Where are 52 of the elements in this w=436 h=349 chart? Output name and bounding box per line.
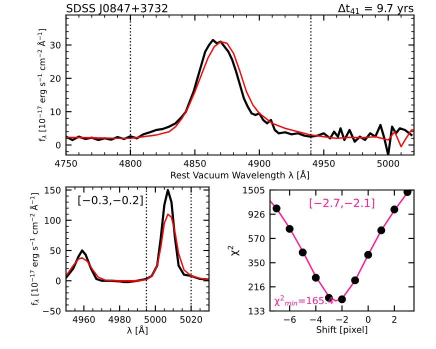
x-tick-label: 5000 — [144, 316, 166, 323]
chart-title: SDSS J0847+3732 — [66, 4, 168, 14]
y-tick-label: 133 — [248, 308, 264, 315]
x-axis-title: Shift [pixel] — [316, 326, 368, 335]
x-axis-title: Rest Vacuum Wavelength λ [Å] — [171, 170, 309, 180]
text: f$_{λ}$ [10$^{−17}$ erg s$^{−1}$ cm$^{−2}$ Å$^{−1}$] — [37, 29, 47, 142]
point — [390, 206, 398, 214]
y-tick-label: 20 — [50, 75, 61, 82]
point — [377, 226, 386, 234]
y-tick-label: 100 — [44, 217, 61, 224]
x-tick-label: 4950 — [312, 160, 335, 167]
x-axis-title: λ [Å] — [127, 325, 148, 335]
x-tick-label: 2 — [392, 316, 396, 323]
x-tick-label: 5020 — [180, 316, 202, 323]
y-tick-label: −50 — [43, 308, 61, 315]
y-tick-label: 570 — [248, 235, 265, 242]
y-tick-label: 0 — [56, 277, 61, 284]
x-tick-label: −2 — [336, 316, 348, 323]
point — [351, 276, 360, 284]
x-tick-label: 4850 — [184, 160, 206, 167]
point — [404, 190, 412, 196]
point — [286, 224, 294, 233]
annotation: [−0.3,−0.2] — [78, 196, 143, 206]
point — [272, 204, 280, 212]
x-tick-label: 4800 — [119, 160, 142, 167]
x-tick-label: 4960 — [72, 316, 95, 323]
text: f$_{λ}$ [10$^{−17}$ erg s$^{−1}$ cm$^{−2}$ Å$^{−1}$] — [30, 193, 40, 306]
y-tick-label: 1505 — [243, 186, 264, 194]
x-tick-label: −6 — [284, 316, 296, 323]
point — [338, 295, 346, 304]
y-tick-label: 150 — [44, 186, 61, 194]
point — [298, 248, 307, 256]
point — [312, 274, 320, 282]
y-axis-title: χ$^{2}$ — [228, 246, 240, 256]
y-tick-label: 350 — [248, 259, 265, 266]
point — [364, 250, 372, 259]
x-tick-label: 4900 — [248, 160, 270, 167]
x-tick-label: 5000 — [377, 160, 400, 167]
y-tick-label: 10 — [50, 108, 61, 116]
y-tick-label: 216 — [248, 284, 265, 290]
chart-subtitle: Δt$_{41}$ = 9.7 yrs — [338, 4, 414, 14]
x-tick-label: 0 — [366, 316, 370, 323]
y-tick-label: 50 — [50, 247, 61, 254]
x-tick-label: 4980 — [108, 316, 131, 323]
x-tick-label: −4 — [310, 316, 322, 323]
annotation: [−2.7,−2.1] — [310, 198, 374, 208]
y-tick-label: 30 — [50, 42, 61, 49]
x-tick-label: 4750 — [54, 160, 77, 167]
line-series — [66, 214, 209, 282]
y-tick-label: 0 — [56, 142, 61, 149]
y-tick-label: 926 — [248, 210, 265, 218]
annotation: χ$^{2}$$_{min}$=165.4 — [274, 295, 334, 306]
